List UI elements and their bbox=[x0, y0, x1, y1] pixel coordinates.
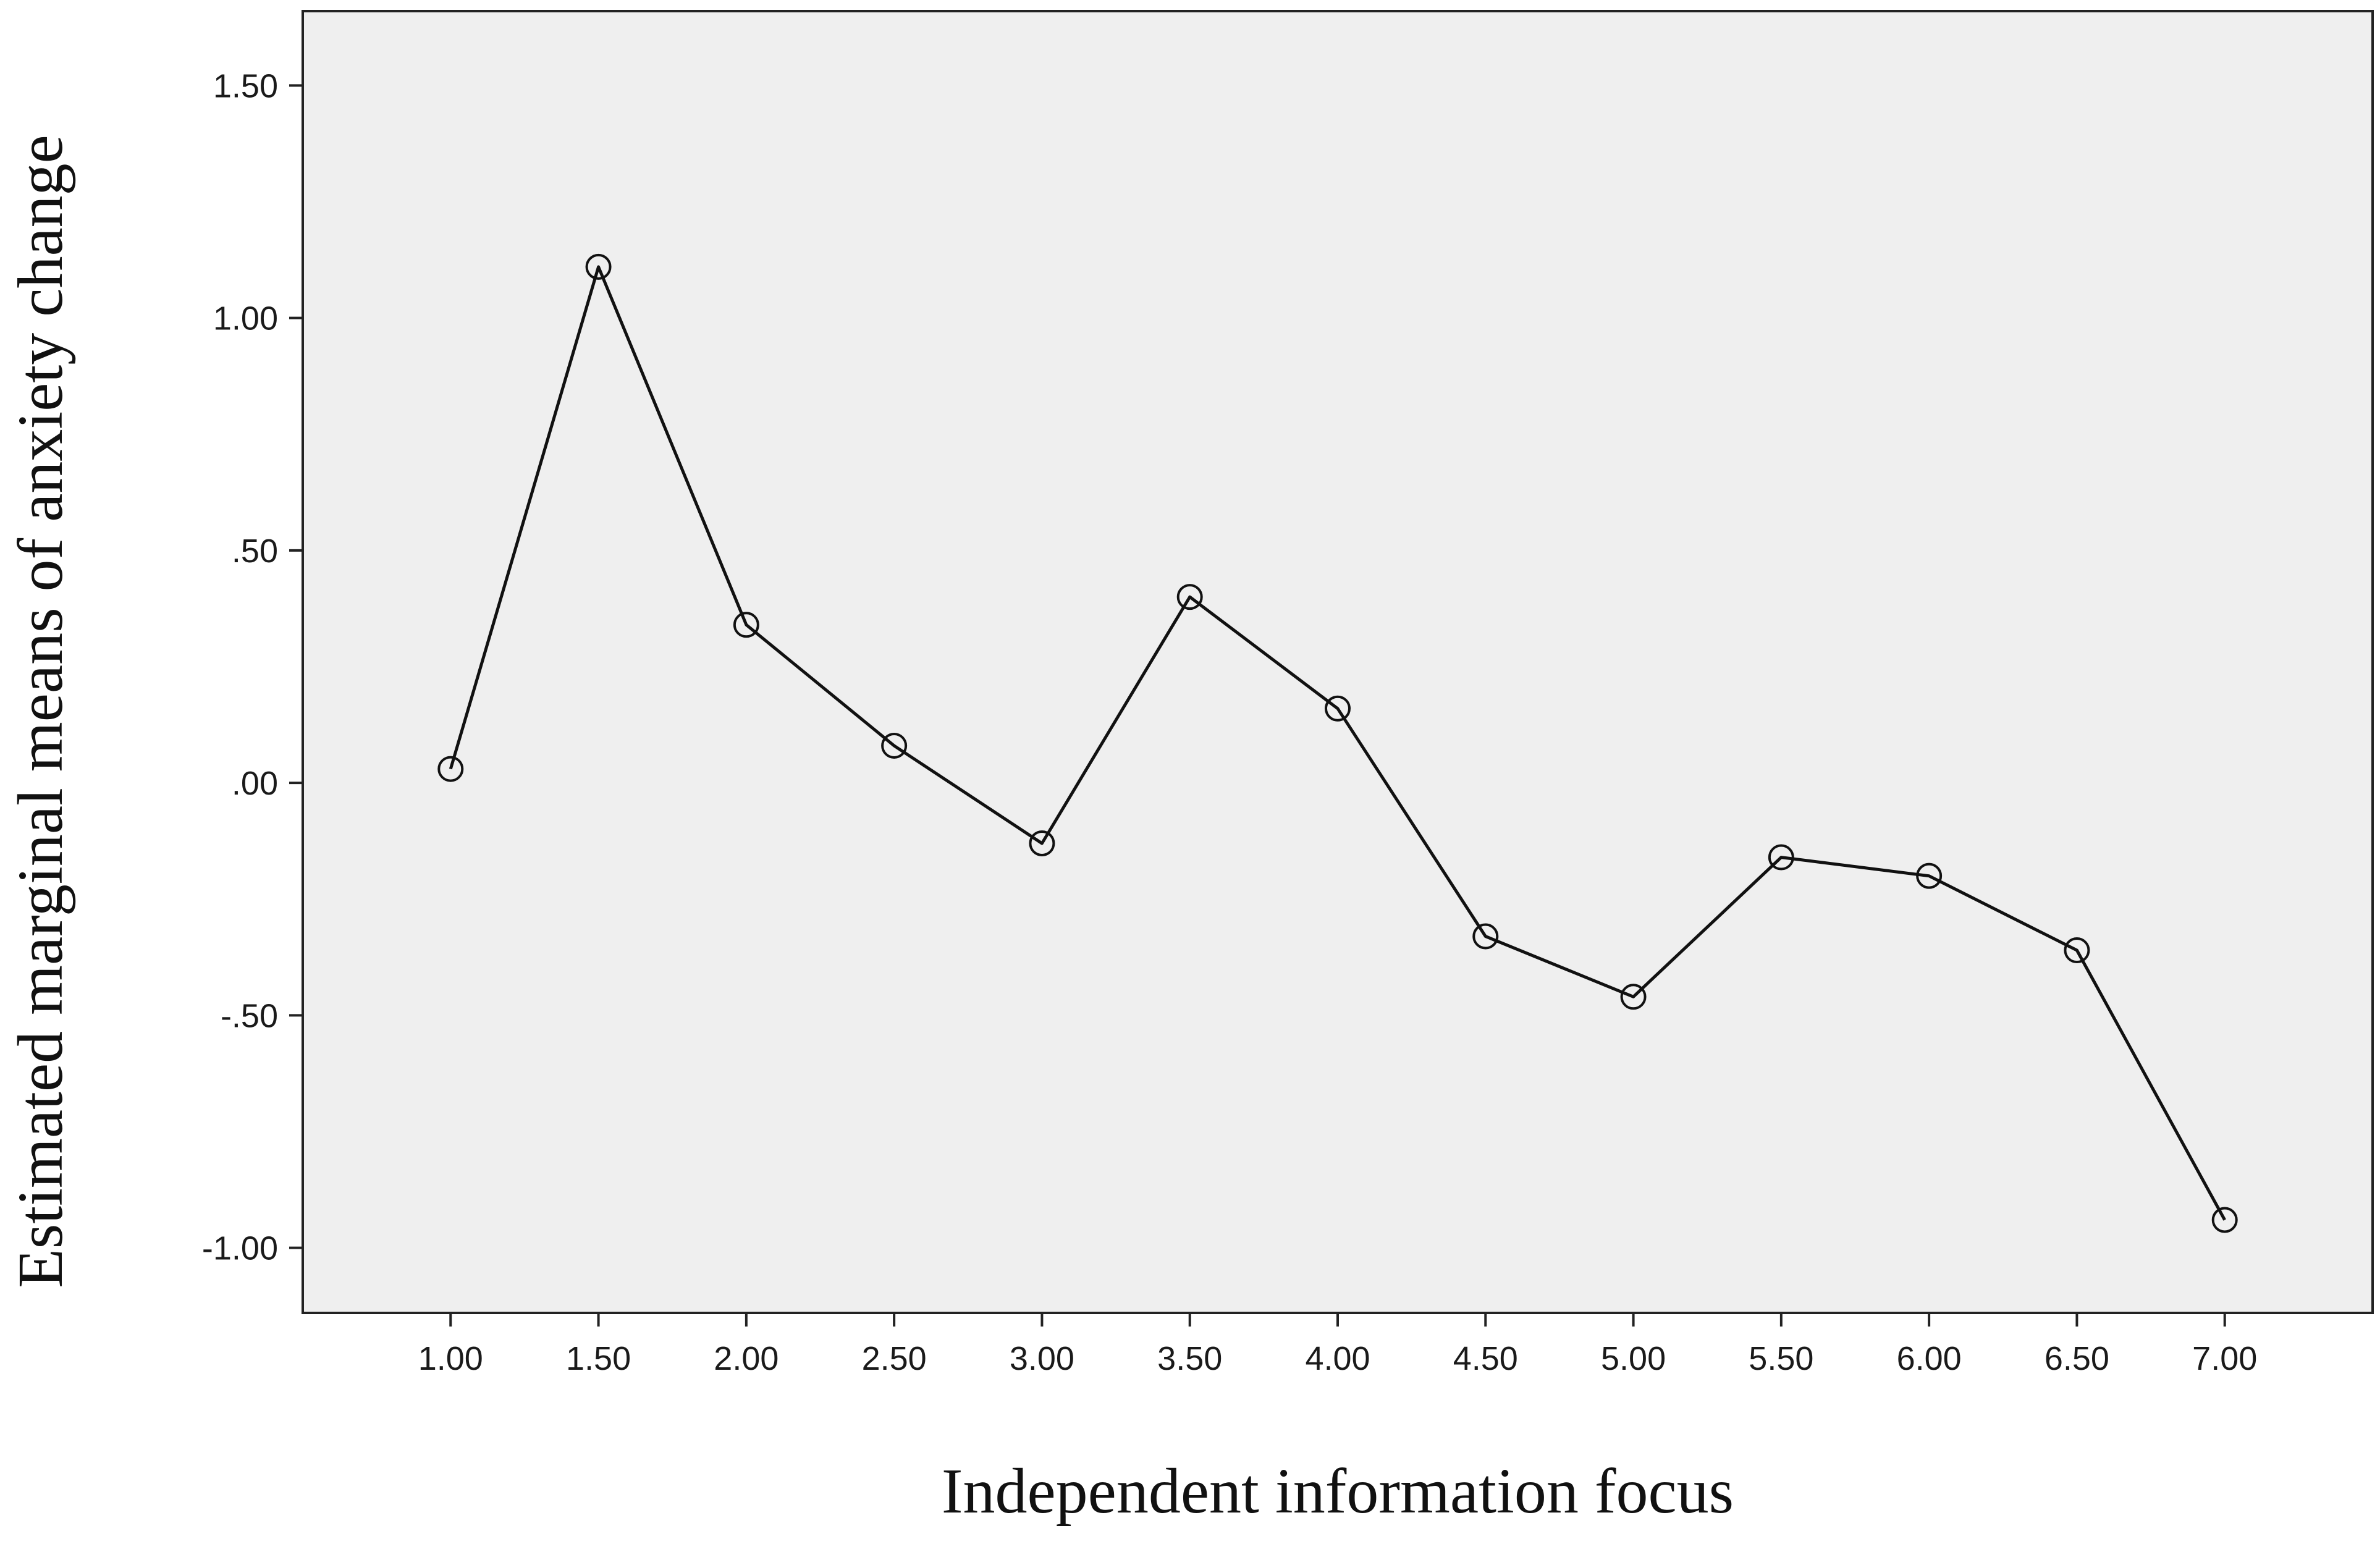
y-tick-label: .00 bbox=[232, 765, 278, 802]
data-markers bbox=[437, 253, 2238, 1233]
y-tick-label: 1.00 bbox=[213, 300, 278, 337]
x-tick-label: 2.00 bbox=[714, 1340, 779, 1377]
x-tick-label: 3.50 bbox=[1157, 1340, 1222, 1377]
y-axis-title: Estimated marginal means of anxiety chan… bbox=[5, 135, 76, 1288]
data-point bbox=[1472, 923, 1499, 950]
data-point bbox=[881, 732, 908, 759]
plot-area bbox=[302, 10, 2374, 1314]
data-point bbox=[1768, 844, 1794, 871]
data-point bbox=[1029, 830, 1055, 856]
y-tick-label: .50 bbox=[232, 533, 278, 570]
data-point bbox=[1176, 584, 1203, 610]
data-point bbox=[2064, 937, 2090, 964]
x-tick-label: 5.50 bbox=[1749, 1340, 1813, 1377]
x-tick-label: 1.00 bbox=[418, 1340, 483, 1377]
data-point bbox=[1620, 984, 1647, 1010]
y-axis: 1.50 1.00 .50 .00 -.50 -1.00 bbox=[202, 67, 303, 1267]
x-tick-label: 6.50 bbox=[2045, 1340, 2109, 1377]
x-axis-title: Independent information focus bbox=[942, 1456, 1734, 1527]
x-tick-label: 1.50 bbox=[566, 1340, 631, 1377]
x-tick-label: 4.50 bbox=[1453, 1340, 1518, 1377]
series-line bbox=[449, 265, 2226, 1221]
x-tick-label: 7.00 bbox=[2192, 1340, 2257, 1377]
data-point bbox=[1325, 695, 1351, 722]
data-point bbox=[437, 756, 464, 782]
data-point bbox=[733, 612, 759, 638]
y-tick-label: -1.00 bbox=[202, 1230, 278, 1267]
x-tick-label: 2.50 bbox=[862, 1340, 927, 1377]
data-point bbox=[1916, 863, 1943, 889]
x-axis: 1.00 1.50 2.00 2.50 3.00 3.50 4.00 4.50 5.00 5.50… bbox=[418, 1313, 2257, 1377]
x-tick-label: 4.00 bbox=[1305, 1340, 1370, 1377]
y-tick-label: 1.50 bbox=[213, 67, 278, 104]
data-point bbox=[2211, 1207, 2238, 1233]
x-tick-label: 5.00 bbox=[1601, 1340, 1666, 1377]
x-tick-label: 6.00 bbox=[1897, 1340, 1962, 1377]
y-tick-label: -.50 bbox=[221, 997, 278, 1034]
data-point bbox=[585, 253, 612, 280]
x-tick-label: 3.00 bbox=[1010, 1340, 1074, 1377]
